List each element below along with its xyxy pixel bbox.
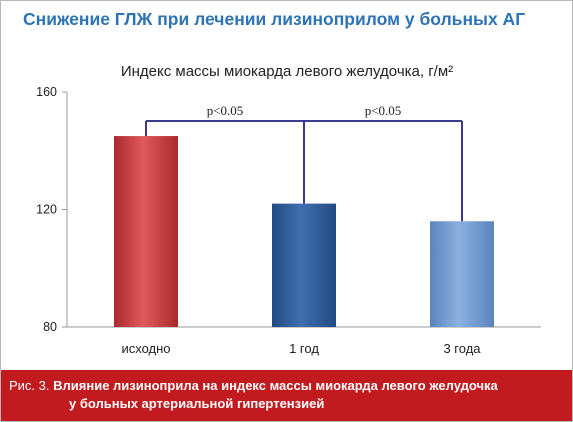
caption-label: Рис. 3. [9,378,50,393]
x-tick-label: 3 года [443,341,481,356]
y-tick-label: 160 [36,85,57,99]
x-tick-label: 1 год [289,341,319,356]
p-value-label: p<0.05 [365,103,402,118]
bar-1 [114,136,178,327]
y-tick-label: 80 [43,320,57,334]
figure-title: Снижение ГЛЖ при лечении лизиноприлом у … [23,9,526,29]
x-tick-label: исходно [121,341,170,356]
figure-caption: Рис. 3. Влияние лизиноприла на индекс ма… [1,370,572,421]
caption-text-line2: у больных артериальной гипертензией [69,396,325,411]
bar-chart: Индекс массы миокарда левого желудочка, … [36,63,541,356]
p-value-label: p<0.05 [207,103,244,118]
bar-2 [272,203,336,327]
chart-title: Индекс массы миокарда левого желудочка, … [121,63,453,80]
y-tick-label: 120 [36,203,57,217]
bar-3 [430,221,494,327]
caption-text-line1: Влияние лизиноприла на индекс массы миок… [53,378,498,393]
